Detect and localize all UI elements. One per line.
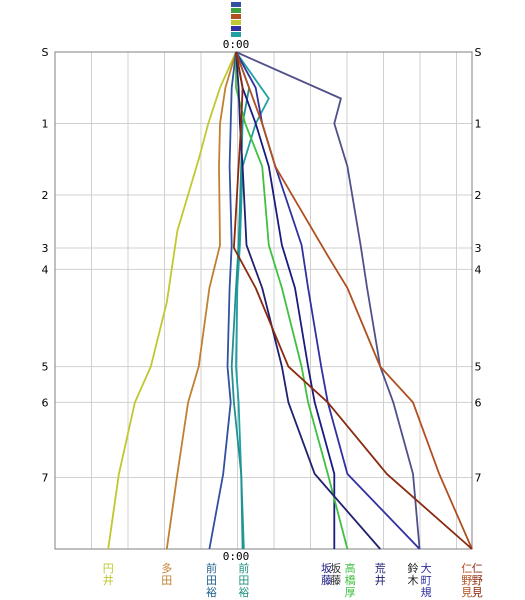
bottom-name-char: 藤 [321,574,332,587]
bottom-name-char: 円 [103,562,114,575]
bottom-name-label: 円井 [103,562,114,587]
bottom-name-char: 井 [103,573,114,587]
y-tick-label-left: S [42,46,49,59]
series-line-3 [208,51,237,550]
bottom-name-char: 前 [206,561,217,575]
y-tick-label-right: 5 [475,361,482,374]
bottom-name-char: 見 [461,586,472,599]
top-time-label: 0:00 [223,38,250,51]
series-line-11 [235,51,473,550]
y-tick-label-right: 3 [475,242,482,255]
bottom-name-char: 橋 [345,573,356,587]
top-legend-marker [231,2,241,37]
bottom-name-char: 大 [421,561,432,575]
bottom-name-label: 仁野見 [472,562,483,599]
bottom-name-char: 仁 [472,562,483,575]
bottom-name-char: 田 [161,574,172,587]
plot-frame [54,51,473,550]
bottom-name-char: 藤 [330,574,341,587]
y-tick-label-right: S [475,46,482,59]
bottom-name-char: 野 [472,574,483,587]
y-tick-label-left: 4 [42,263,49,276]
bottom-name-label: 鈴木 [408,561,419,587]
series-line-7 [235,52,349,550]
top-marker-swatch [231,2,241,7]
series-line-8 [235,51,381,550]
series-line-10 [235,51,421,550]
series-lines [107,51,473,550]
y-tick-label-left: 2 [42,189,49,202]
top-marker-swatch [231,8,241,13]
bottom-name-char: 井 [375,573,386,587]
bottom-name-label: 前田裕 [206,561,217,599]
bottom-name-char: 裕 [238,586,249,599]
bottom-name-char: 町 [421,574,432,587]
top-marker-swatch [231,32,241,37]
bottom-name-char: 田 [206,574,217,587]
bottom-name-char: 見 [472,586,483,599]
bottom-name-char: 坂 [321,562,332,575]
bottom-name-char: 田 [238,574,249,587]
series-line-2 [165,51,237,550]
bottom-name-char: 仁 [461,562,472,575]
bottom-name-char: 規 [421,585,432,599]
bottom-name-char: 野 [461,574,472,587]
series-line-1 [107,51,237,550]
y-tick-label-right: 2 [475,189,482,202]
bottom-name-char: 厚 [345,586,356,599]
bottom-name-char: 木 [408,574,419,587]
y-axis-left: S 1 2 3 4 5 6 7 [42,46,49,484]
series-line-4 [235,51,270,550]
bottom-name-label: 坂藤 [330,562,341,587]
bottom-name-char: 荒 [375,562,386,575]
series-line-6 [235,51,336,549]
bottom-name-label: 大町規 [421,561,432,599]
y-tick-label-left: 3 [42,242,49,255]
y-tick-label-right: 6 [475,396,482,409]
bottom-name-char: 裕 [206,586,217,599]
y-tick-label-left: 7 [42,471,49,484]
bottom-name-label: 坂藤 [321,562,332,587]
bottom-name-label: 仁野見 [461,562,472,599]
top-marker-swatch [231,14,241,19]
bottom-name-label: 多田 [161,561,172,587]
bottom-name-char: 坂 [330,562,341,575]
series-line-12 [232,51,473,550]
bottom-name-char: 前 [238,561,249,575]
y-tick-label-right: 1 [475,118,482,131]
bottom-name-char: 高 [345,561,356,575]
y-tick-label-right: 7 [475,471,482,484]
y-axis-right: S 1 2 3 4 5 6 7 [475,46,482,484]
bottom-name-char: 鈴 [408,561,419,575]
y-tick-label-left: 5 [42,361,49,374]
bottom-name-label: 前田裕 [238,561,249,599]
y-tick-label-left: 1 [42,118,49,131]
y-tick-label-right: 4 [475,263,482,276]
y-tick-label-left: 6 [42,396,49,409]
series-line-5 [230,51,251,550]
bottom-name-label: 荒井 [375,562,386,587]
bottom-time-label: 0:00 [223,550,250,563]
bottom-name-char: 多 [161,561,172,575]
bottom-name-label: 高橋厚 [345,561,356,599]
series-line-9 [235,51,421,550]
top-marker-swatch [231,20,241,25]
top-marker-swatch [231,26,241,31]
